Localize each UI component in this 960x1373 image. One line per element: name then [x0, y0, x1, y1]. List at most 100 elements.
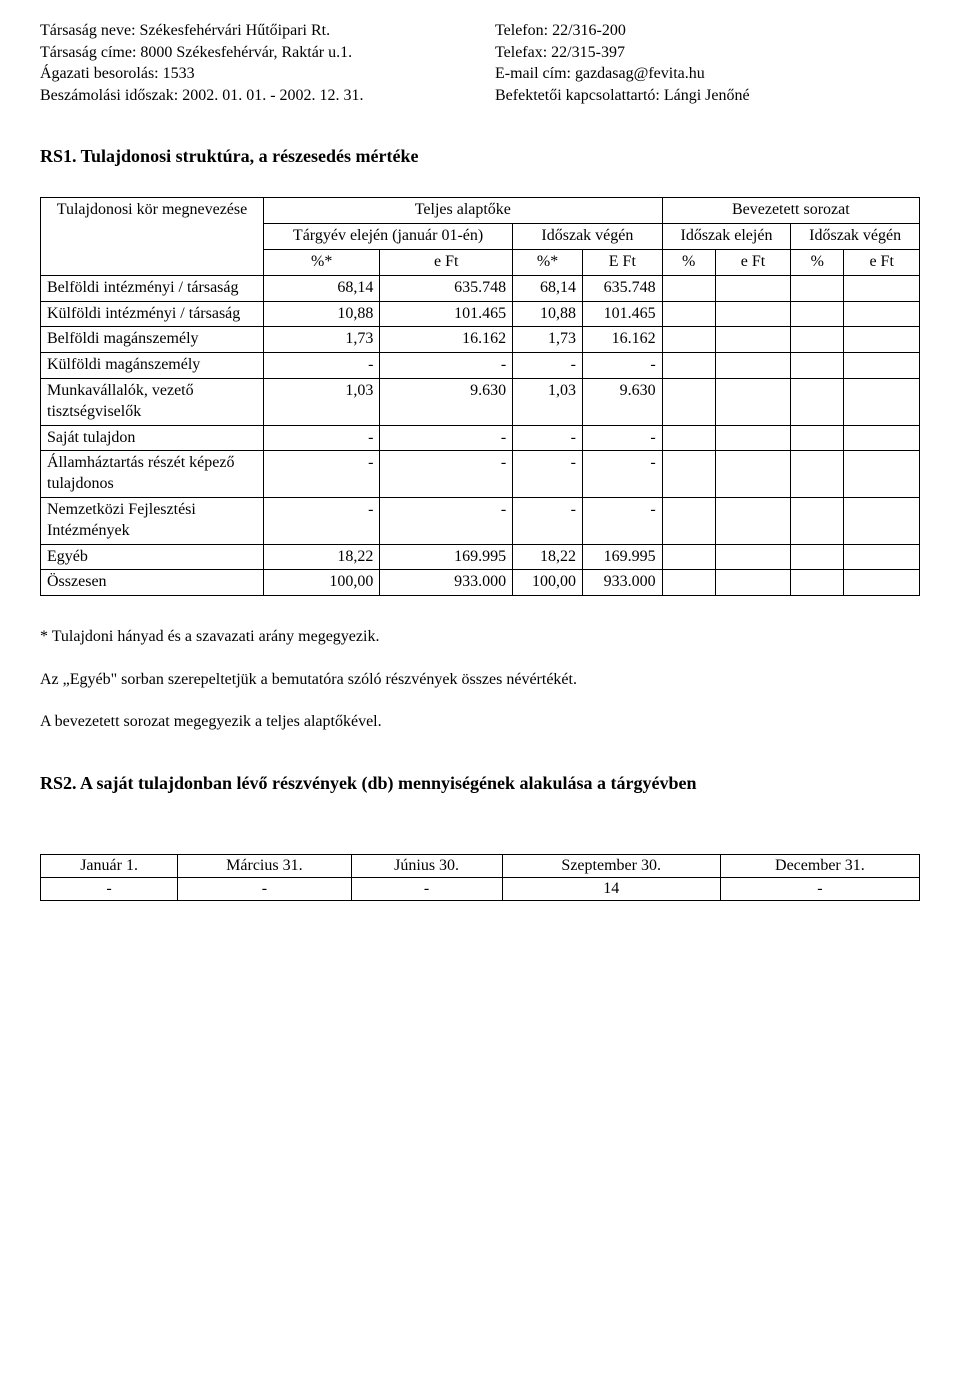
cell: -	[583, 497, 663, 544]
cell	[715, 570, 791, 596]
table-row: Külföldi intézményi / társaság 10,88 101…	[41, 301, 920, 327]
own-shares-table: Január 1. Március 31. Június 30. Szeptem…	[40, 854, 920, 901]
col-period-end: Időszak végén	[513, 224, 663, 250]
col-eft: e Ft	[844, 249, 920, 275]
cell: -	[380, 497, 513, 544]
cell	[662, 544, 715, 570]
cell	[844, 301, 920, 327]
cell	[791, 327, 844, 353]
cell	[662, 301, 715, 327]
sector-code: Ágazati besorolás: 1533	[40, 63, 465, 85]
cell	[844, 378, 920, 425]
cell: 169.995	[583, 544, 663, 570]
cell	[715, 353, 791, 379]
cell: 1,73	[513, 327, 583, 353]
cell	[844, 275, 920, 301]
phone: Telefon: 22/316-200	[495, 20, 920, 42]
note-line: Az „Egyéb" sorban szerepeltetjük a bemut…	[40, 669, 920, 691]
contact-person: Befektetői kapcsolattartó: Lángi Jenőné	[495, 85, 920, 107]
cell	[791, 301, 844, 327]
cell	[844, 353, 920, 379]
cell	[715, 301, 791, 327]
col-eft: e Ft	[380, 249, 513, 275]
col-head: Március 31.	[178, 855, 351, 878]
cell: 9.630	[380, 378, 513, 425]
cell: -	[264, 451, 380, 498]
row-label: Belföldi intézményi / társaság	[41, 275, 264, 301]
cell: 14	[502, 878, 720, 901]
cell: 101.465	[583, 301, 663, 327]
notes-section: * Tulajdoni hányad és a szavazati arány …	[40, 626, 920, 733]
cell: -	[583, 425, 663, 451]
row-label: Külföldi intézményi / társaság	[41, 301, 264, 327]
cell: -	[41, 878, 178, 901]
cell: 635.748	[380, 275, 513, 301]
cell: -	[380, 451, 513, 498]
col-head: Január 1.	[41, 855, 178, 878]
col-period-end2: Időszak végén	[791, 224, 920, 250]
cell	[715, 378, 791, 425]
ownership-table: Tulajdonosi kör megnevezése Teljes alapt…	[40, 197, 920, 596]
cell: 635.748	[583, 275, 663, 301]
cell	[715, 275, 791, 301]
email: E-mail cím: gazdasag@fevita.hu	[495, 63, 920, 85]
cell: -	[513, 353, 583, 379]
cell	[662, 327, 715, 353]
note-line: A bevezetett sorozat megegyezik a teljes…	[40, 711, 920, 733]
cell	[662, 451, 715, 498]
row-label: Saját tulajdon	[41, 425, 264, 451]
row-label: Külföldi magánszemély	[41, 353, 264, 379]
cell	[662, 353, 715, 379]
cell: 1,03	[264, 378, 380, 425]
fax: Telefax: 22/315-397	[495, 42, 920, 64]
cell: 68,14	[513, 275, 583, 301]
cell: -	[380, 353, 513, 379]
cell	[715, 497, 791, 544]
cell	[715, 544, 791, 570]
table-row: Egyéb 18,22 169.995 18,22 169.995	[41, 544, 920, 570]
cell	[662, 570, 715, 596]
col-pct: %*	[513, 249, 583, 275]
cell: -	[513, 425, 583, 451]
col-pct: %*	[264, 249, 380, 275]
company-address: Társaság címe: 8000 Székesfehérvár, Rakt…	[40, 42, 465, 64]
table-total-row: Összesen 100,00 933.000 100,00 933.000	[41, 570, 920, 596]
cell: 1,73	[264, 327, 380, 353]
cell: 18,22	[264, 544, 380, 570]
table-row: Belföldi intézményi / társaság 68,14 635…	[41, 275, 920, 301]
col-pct-plain: %	[791, 249, 844, 275]
cell	[715, 451, 791, 498]
cell	[791, 497, 844, 544]
table-row: Államháztartás részét képező tulajdonos …	[41, 451, 920, 498]
cell	[844, 570, 920, 596]
col-head: Szeptember 30.	[502, 855, 720, 878]
cell: 16.162	[380, 327, 513, 353]
cell: 933.000	[380, 570, 513, 596]
cell	[791, 353, 844, 379]
table-row: Belföldi magánszemély 1,73 16.162 1,73 1…	[41, 327, 920, 353]
cell	[791, 378, 844, 425]
cell	[844, 425, 920, 451]
cell	[844, 451, 920, 498]
document-header: Társaság neve: Székesfehérvári Hűtőipari…	[40, 20, 920, 106]
col-head: December 31.	[720, 855, 919, 878]
company-name: Társaság neve: Székesfehérvári Hűtőipari…	[40, 20, 465, 42]
cell	[662, 425, 715, 451]
rs2-title: RS2. A saját tulajdonban lévő részvények…	[40, 773, 920, 794]
cell: 68,14	[264, 275, 380, 301]
cell	[662, 275, 715, 301]
cell: -	[380, 425, 513, 451]
cell	[791, 570, 844, 596]
row-label: Egyéb	[41, 544, 264, 570]
rs1-title: RS1. Tulajdonosi struktúra, a részesedés…	[40, 146, 920, 167]
table-row: Nemzetközi Fejlesztési Intézmények - - -…	[41, 497, 920, 544]
col-period-start: Időszak elején	[662, 224, 791, 250]
col-year-start: Tárgyév elején (január 01-én)	[264, 224, 513, 250]
row-label: Munkavállalók, vezető tisztségviselők	[41, 378, 264, 425]
cell	[791, 425, 844, 451]
cell	[715, 327, 791, 353]
col-pct-plain: %	[662, 249, 715, 275]
cell: 10,88	[264, 301, 380, 327]
cell: -	[264, 425, 380, 451]
table-row: Külföldi magánszemély - - - -	[41, 353, 920, 379]
